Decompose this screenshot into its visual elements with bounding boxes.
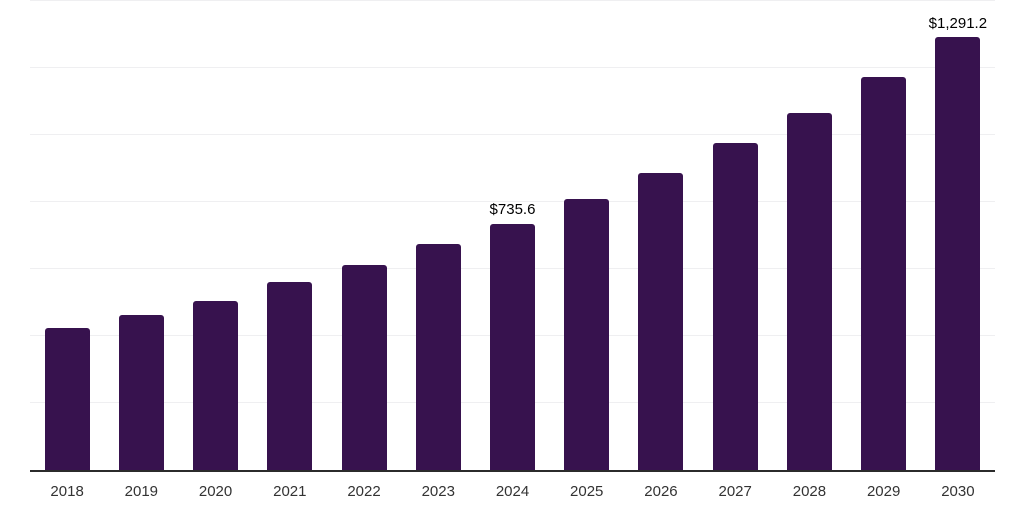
bar-2021[interactable] — [267, 282, 313, 470]
x-tick-label-2019: 2019 — [124, 483, 159, 500]
x-tick-label-2030: 2030 — [941, 483, 975, 500]
bar-2020[interactable] — [193, 301, 239, 470]
gridline-1000 — [30, 134, 995, 135]
bar-2027[interactable] — [712, 143, 758, 470]
x-tick-label-2022: 2022 — [347, 483, 381, 500]
bar-2029[interactable] — [861, 76, 907, 470]
bar-2018[interactable] — [44, 327, 90, 470]
x-tick-label-2027: 2027 — [718, 483, 752, 500]
bar-2025[interactable] — [564, 199, 610, 470]
gridline-1400 — [30, 0, 995, 1]
bar-value-label-2030: $1,291.2 — [928, 14, 988, 32]
x-tick-label-2018: 2018 — [50, 483, 84, 500]
bar-2019[interactable] — [118, 315, 164, 470]
x-tick-label-2021: 2021 — [273, 483, 307, 500]
x-tick-label-2025: 2025 — [570, 483, 604, 500]
gridline-800 — [30, 201, 995, 202]
x-tick-label-2023: 2023 — [421, 483, 455, 500]
x-tick-label-2029: 2029 — [866, 483, 901, 500]
bar-2024[interactable] — [490, 223, 535, 470]
gridline-1200 — [30, 67, 995, 68]
x-tick-label-2020: 2020 — [198, 483, 233, 500]
bar-2026[interactable] — [638, 173, 684, 470]
bar-2022[interactable] — [341, 265, 387, 470]
x-tick-label-2026: 2026 — [644, 483, 678, 500]
plot-area: $735.6 $1,291.2 — [30, 0, 995, 472]
bar-2028[interactable] — [786, 112, 832, 470]
bar-2030[interactable] — [935, 37, 981, 470]
bar-value-label-2024: $735.6 — [489, 201, 536, 219]
x-axis: 2018 2019 2020 2021 2022 2023 2024 2025 2026 2027… — [30, 472, 995, 512]
x-tick-label-2028: 2028 — [792, 483, 827, 500]
x-tick-label-2024: 2024 — [495, 483, 530, 500]
bar-2023[interactable] — [415, 244, 461, 470]
